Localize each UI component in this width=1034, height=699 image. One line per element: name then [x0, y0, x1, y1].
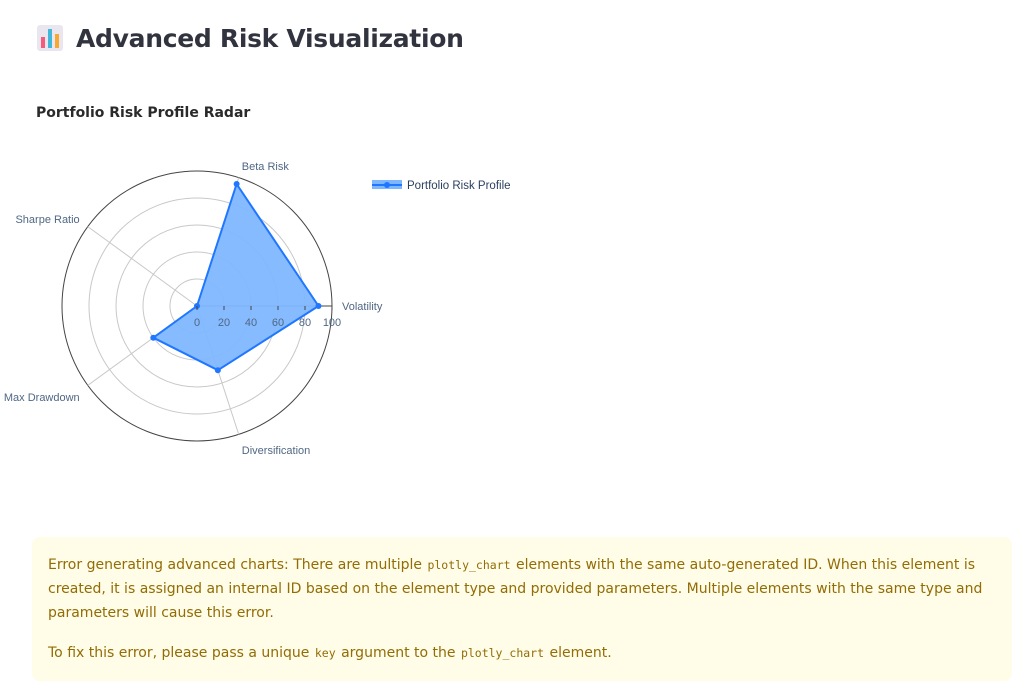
alert-message: Error generating advanced charts: There …	[48, 553, 996, 625]
data-point-volatility	[315, 303, 322, 309]
category-label-diversification: Diversification	[242, 445, 310, 457]
data-point-diversification	[214, 367, 221, 374]
legend-marker	[384, 182, 390, 188]
legend-item[interactable]: Portfolio Risk Profile	[372, 180, 511, 192]
spoke-line	[87, 226, 198, 307]
alert-code: plotly_chart	[427, 558, 511, 572]
series-area	[152, 183, 320, 372]
alert-fix-message: To fix this error, please pass a unique …	[48, 641, 996, 665]
radial-tick-label: 80	[299, 317, 311, 329]
alert-text: element.	[545, 645, 612, 661]
alert-text: Error generating advanced charts: There …	[48, 557, 427, 573]
radial-tick-label: 100	[323, 317, 341, 329]
alert-text: argument to the	[336, 645, 460, 661]
category-label-max-drawdown: Max Drawdown	[4, 392, 80, 404]
chart-title: Portfolio Risk Profile Radar	[36, 105, 251, 121]
category-label-beta-risk: Beta Risk	[242, 161, 290, 173]
radial-tick-label: 0	[194, 317, 200, 329]
radial-tick-label: 20	[218, 317, 230, 329]
bar-chart-icon	[37, 25, 63, 51]
legend-label: Portfolio Risk Profile	[407, 180, 511, 192]
radial-tick-label: 60	[272, 317, 284, 329]
radar-chart[interactable]: 0 20 40 60 80 100 Volatility Beta Risk Sharpe Ra…	[0, 140, 600, 480]
data-point-max-drawdown	[150, 334, 157, 341]
radial-tick-label: 40	[245, 317, 257, 329]
data-point-beta-risk	[233, 181, 240, 188]
page-title-text: Advanced Risk Visualization	[76, 23, 464, 53]
page-title: Advanced Risk Visualization	[36, 18, 464, 58]
error-alert: Error generating advanced charts: There …	[32, 537, 1012, 681]
alert-code: plotly_chart	[460, 646, 545, 660]
category-label-sharpe-ratio: Sharpe Ratio	[15, 214, 79, 226]
alert-text: To fix this error, please pass a unique	[48, 645, 314, 661]
alert-code: key	[314, 646, 336, 660]
alert-text: elements with the same auto-generated ID…	[48, 557, 983, 621]
category-label-volatility: Volatility	[342, 301, 383, 313]
